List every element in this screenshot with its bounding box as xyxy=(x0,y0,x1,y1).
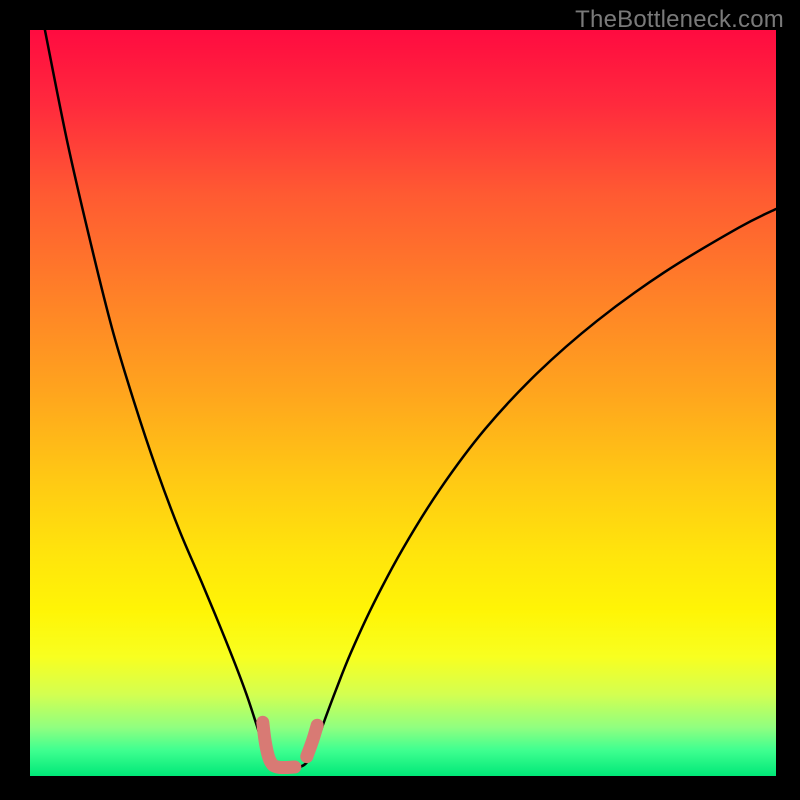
gradient-background xyxy=(30,30,776,776)
chart-container: TheBottleneck.com xyxy=(0,0,800,800)
chart-svg xyxy=(0,0,800,800)
watermark-text: TheBottleneck.com xyxy=(575,6,784,34)
